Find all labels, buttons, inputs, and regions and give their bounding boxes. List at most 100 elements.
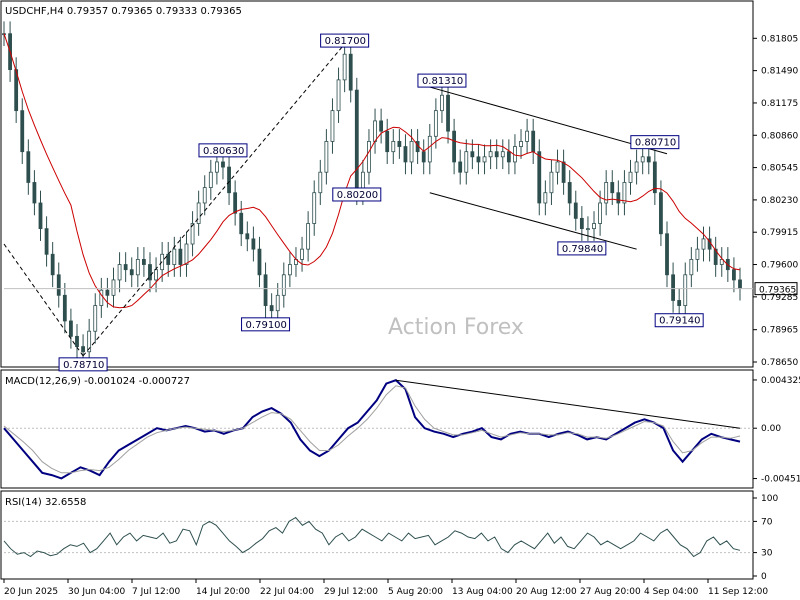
candle-body [385, 130, 390, 153]
candle-body [38, 202, 43, 230]
candle-body [32, 182, 37, 204]
current-price-box [754, 282, 798, 296]
candle-body [62, 294, 67, 322]
macd-trend-line [395, 379, 741, 429]
candle-body [135, 259, 140, 276]
candle-body [148, 264, 152, 281]
candle-body [367, 141, 371, 173]
price-tick-label: 0.80230 [761, 196, 798, 206]
candle-body [628, 171, 633, 183]
candle-body [391, 141, 396, 153]
candle-body [689, 259, 694, 276]
candle-body [93, 305, 98, 332]
macd-tick-label: 0.004325 [761, 376, 800, 386]
candle-body [567, 182, 572, 204]
macd-line [3, 379, 741, 480]
candle-body [470, 151, 475, 158]
candle-body [269, 305, 274, 312]
price-annotation-box [198, 143, 248, 158]
candle-body [300, 248, 304, 260]
candle-body [233, 192, 238, 214]
macd-signal-line [3, 385, 741, 474]
price-tick-label: 0.79600 [761, 261, 798, 271]
x-tick-label: 14 Jul 20:00 [196, 587, 250, 597]
candle-body [573, 202, 578, 219]
candle-body [409, 141, 414, 163]
candle-body [592, 223, 596, 230]
price-tick-label: 0.79915 [761, 228, 798, 238]
price-annotation-label: 0.80200 [337, 190, 378, 201]
moving-average-line [3, 33, 741, 309]
rsi-series-group [3, 516, 753, 558]
candle-body [610, 182, 615, 194]
macd-panel [0, 369, 754, 489]
candle-body [263, 274, 268, 306]
candle-body [287, 264, 292, 276]
candle-body [646, 156, 651, 163]
candle-body [719, 259, 724, 265]
candle-body [543, 192, 548, 204]
price-annotation-label: 0.81310 [422, 76, 463, 87]
candle-body [476, 156, 481, 163]
candle-body [506, 151, 511, 163]
candle-body [20, 110, 25, 153]
trend-line [429, 192, 637, 250]
candle-body [695, 248, 700, 260]
candle-body [196, 202, 201, 224]
price-tick-label: 0.78650 [761, 358, 798, 368]
price-tick-label: 0.80860 [761, 131, 798, 141]
candle-body [440, 94, 444, 112]
current-price-label: 0.79365 [759, 286, 796, 296]
candle-body [379, 120, 384, 132]
x-tick-label: 20 Aug 12:00 [516, 587, 577, 597]
candle-body [652, 161, 657, 194]
price-annotation-box [332, 187, 382, 202]
candle-body [129, 269, 134, 276]
rsi-panel [0, 490, 754, 580]
candle-body [494, 151, 499, 158]
price-annotation-label: 0.79100 [246, 320, 287, 331]
price-annotation-box [241, 317, 291, 332]
candle-body [464, 151, 469, 173]
candle-body [354, 89, 359, 194]
candle-body [324, 141, 329, 173]
candle-body [537, 151, 542, 204]
price-annotation-label: 0.81700 [325, 36, 366, 47]
candle-body [403, 146, 408, 163]
candle-body [239, 212, 244, 235]
price-tick-label: 0.81175 [761, 99, 798, 109]
trend-line [429, 86, 668, 155]
macd-title: MACD(12,26,9) -0.001024 -0.000727 [5, 376, 190, 387]
candle-body [616, 192, 621, 204]
candle-body [397, 141, 402, 147]
price-annotation-box [557, 241, 607, 256]
x-tick-label: 11 Sep 12:00 [708, 587, 768, 597]
candle-body [622, 182, 627, 204]
x-tick-label: 30 Jun 04:00 [68, 587, 125, 597]
candle-body [421, 151, 426, 163]
candle-body [172, 248, 177, 265]
macd-tick-label: 0.00 [761, 424, 781, 434]
price-tick-label: 0.78965 [761, 326, 798, 336]
candle-body [634, 161, 639, 173]
candle-body [525, 130, 530, 142]
price-annotation-label: 0.80630 [203, 146, 244, 157]
symbol-header: USDCHF,H4 0.79357 0.79365 0.79333 0.7936… [5, 6, 242, 17]
candle-body [275, 294, 280, 312]
candle-body [281, 274, 286, 296]
price-annotation-label: 0.79840 [562, 244, 603, 255]
x-tick-label: 27 Aug 20:00 [580, 587, 641, 597]
candle-body [257, 248, 262, 276]
candle-body [123, 264, 128, 271]
candle-body [659, 192, 663, 235]
x-tick-label: 4 Sep 04:00 [644, 587, 699, 597]
candle-body [202, 187, 207, 204]
candle-body [519, 141, 523, 147]
rsi-tick-label: 0 [761, 572, 767, 582]
candle-body [738, 279, 742, 289]
price-panel [0, 0, 754, 368]
candle-body [44, 228, 49, 255]
candle-body [190, 223, 195, 245]
